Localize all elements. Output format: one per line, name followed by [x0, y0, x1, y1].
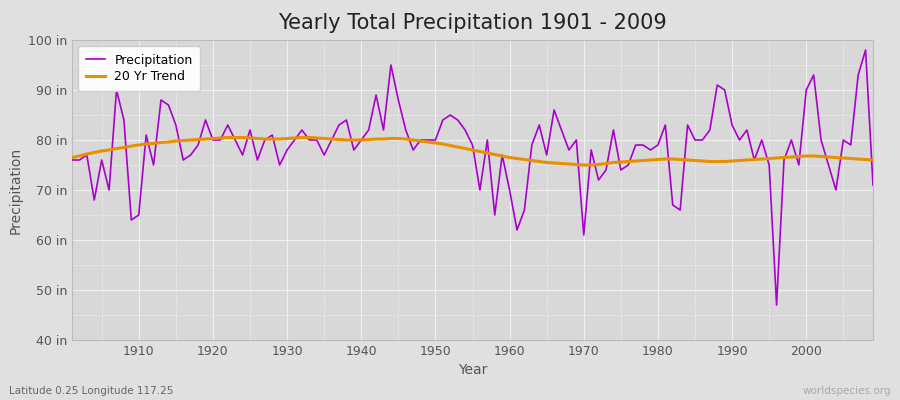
Line: 20 Yr Trend: 20 Yr Trend — [72, 138, 873, 165]
Precipitation — [289, 138, 300, 142]
20 Yr Trend — [511, 156, 522, 161]
20 Yr Trend — [504, 155, 515, 160]
20 Yr Trend — [222, 135, 233, 140]
Y-axis label: Precipitation: Precipitation — [8, 146, 22, 234]
20 Yr Trend — [126, 144, 137, 148]
Precipitation — [868, 182, 878, 187]
Line: Precipitation: Precipitation — [72, 50, 873, 305]
Text: Latitude 0.25 Longitude 117.25: Latitude 0.25 Longitude 117.25 — [9, 386, 174, 396]
Precipitation — [67, 158, 77, 162]
Precipitation — [504, 188, 515, 192]
20 Yr Trend — [67, 155, 77, 160]
20 Yr Trend — [608, 160, 619, 165]
Precipitation — [860, 48, 871, 52]
Precipitation — [497, 152, 508, 157]
Legend: Precipitation, 20 Yr Trend: Precipitation, 20 Yr Trend — [78, 46, 200, 91]
X-axis label: Year: Year — [458, 364, 487, 378]
20 Yr Trend — [868, 158, 878, 162]
20 Yr Trend — [341, 138, 352, 142]
20 Yr Trend — [296, 135, 307, 140]
Precipitation — [593, 178, 604, 182]
Precipitation — [334, 122, 345, 127]
Precipitation — [771, 302, 782, 307]
Title: Yearly Total Precipitation 1901 - 2009: Yearly Total Precipitation 1901 - 2009 — [278, 13, 667, 33]
Text: worldspecies.org: worldspecies.org — [803, 386, 891, 396]
20 Yr Trend — [579, 162, 590, 167]
Precipitation — [126, 218, 137, 222]
